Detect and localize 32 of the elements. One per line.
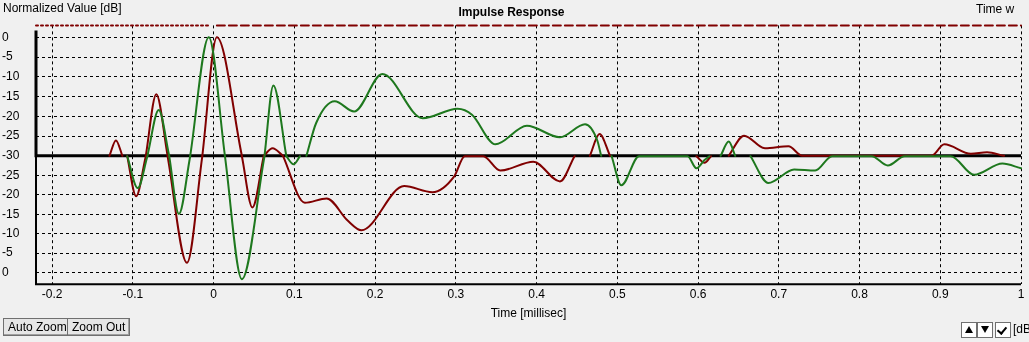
y-tick-label: -10 [2,69,20,84]
y-tick-label: -15 [2,89,20,104]
x-tick-label: -0.1 [122,286,144,301]
chart-title: Impulse Response [458,4,565,19]
x-tick-label: 0.5 [608,286,626,301]
y-tick-label: -15 [2,206,20,221]
x-tick-label: 0.8 [851,286,869,301]
x-tick-label: -0.2 [41,286,63,301]
x-tick-label: 0.4 [528,286,546,301]
y-tick-label: -20 [2,108,20,123]
y-tick-label: -25 [2,167,20,182]
x-tick-label: 1 [1017,286,1025,301]
text: Zoom Out [67,318,131,336]
x-tick-label: 0.7 [770,286,788,301]
y-tick-label: -10 [2,225,20,240]
x-tick-label: 0.1 [286,286,304,301]
y-axis-title: Normalized Value [dB] [3,1,122,16]
x-tick-label: 0.2 [366,286,384,301]
y-tick-label: 0 [2,264,9,279]
y-tick-label: -30 [2,148,20,163]
x-tick-label: 0.9 [931,286,949,301]
y-tick-label: -5 [2,245,13,260]
x-tick-label: 0 [210,286,218,301]
y-tick-label: -20 [2,187,20,202]
y-tick-label: 0 [2,29,9,44]
x-tick-label: 0.3 [447,286,465,301]
x-tick-label: 0.6 [689,286,707,301]
y-tick-label: -25 [2,128,20,143]
text: Auto Zoom [3,318,72,336]
text: Time w [976,2,1015,16]
x-axis-title: Time [millisec] [490,305,567,320]
y-tick-label: -5 [2,49,13,64]
